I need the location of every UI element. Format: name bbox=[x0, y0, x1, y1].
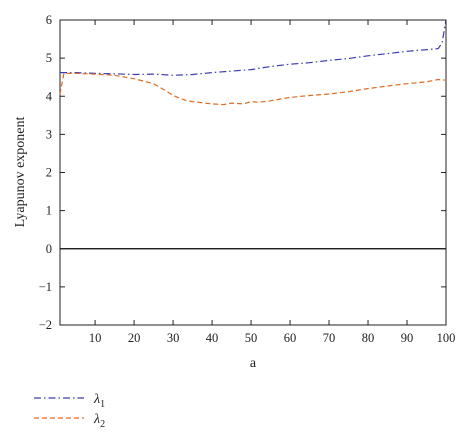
x-tick-label: 20 bbox=[128, 331, 141, 345]
x-axis: 10 20 30 40 50 60 70 80 90 100 bbox=[89, 20, 456, 345]
y-tick-label: 5 bbox=[46, 51, 52, 65]
y-tick-label: 1 bbox=[46, 204, 52, 218]
plot-area bbox=[59, 19, 447, 326]
x-tick-label: 100 bbox=[437, 331, 456, 345]
x-tick-label: 60 bbox=[284, 331, 297, 345]
series-line-lambda2 bbox=[59, 72, 447, 106]
x-axis-label: a bbox=[250, 356, 257, 371]
x-tick-label: 40 bbox=[206, 331, 219, 345]
legend-entry-lambda1: λ1 bbox=[34, 392, 105, 410]
legend: λ1 λ2 bbox=[34, 392, 105, 430]
y-tick-label: −1 bbox=[39, 280, 52, 294]
series-line-lambda1 bbox=[60, 19, 447, 76]
y-tick-label: 0 bbox=[46, 242, 52, 256]
y-tick-label: 2 bbox=[46, 166, 52, 180]
y-tick-label: 6 bbox=[46, 13, 52, 27]
y-tick-label: 4 bbox=[46, 89, 53, 103]
x-tick-label: 10 bbox=[89, 331, 102, 345]
y-axis-label: Lyapunov exponent bbox=[13, 116, 28, 227]
series-layer bbox=[59, 19, 447, 106]
x-tick-label: 80 bbox=[362, 331, 375, 345]
x-tick-label: 30 bbox=[167, 331, 180, 345]
y-tick-label: 3 bbox=[46, 127, 52, 141]
legend-label-lambda2: λ2 bbox=[93, 412, 105, 430]
y-tick-label: −2 bbox=[39, 318, 52, 332]
y-axis: −2 −1 0 1 2 3 4 5 6 bbox=[39, 13, 446, 332]
x-tick-label: 70 bbox=[323, 331, 336, 345]
legend-label-lambda1: λ1 bbox=[93, 392, 105, 410]
x-tick-label: 50 bbox=[245, 331, 258, 345]
legend-entry-lambda2: λ2 bbox=[34, 412, 105, 430]
x-tick-label: 90 bbox=[401, 331, 414, 345]
